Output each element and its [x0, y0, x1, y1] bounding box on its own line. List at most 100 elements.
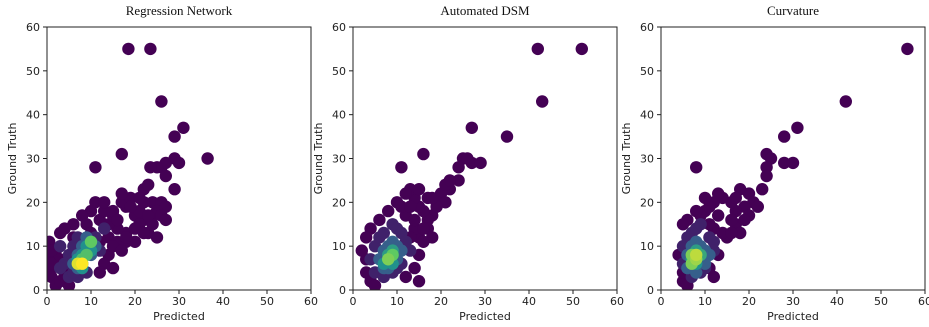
x-tick-label: 50: [874, 295, 888, 308]
x-tick-label: 30: [478, 295, 492, 308]
data-point: [93, 266, 107, 279]
x-axis-label: Predicted: [767, 310, 819, 323]
data-point: [122, 42, 135, 56]
data-point: [111, 213, 124, 227]
y-tick-label: 30: [332, 153, 346, 166]
data-point: [690, 204, 703, 218]
x-tick-label: 50: [260, 295, 274, 308]
data-point: [725, 213, 738, 227]
points-group: [47, 42, 214, 290]
x-tick-label: 20: [434, 295, 448, 308]
data-point: [412, 183, 426, 196]
data-point: [778, 156, 791, 170]
x-axis-label: Predicted: [459, 310, 511, 323]
data-point: [382, 253, 395, 266]
data-point: [168, 130, 181, 143]
y-tick-label: 40: [332, 109, 346, 122]
x-tick-label: 40: [522, 295, 536, 308]
data-point: [729, 191, 742, 205]
data-point: [368, 279, 382, 290]
y-axis-label: Ground Truth: [312, 123, 325, 195]
data-point: [115, 147, 128, 161]
data-point: [399, 187, 412, 200]
data-point: [395, 161, 408, 174]
data-point: [756, 183, 769, 196]
data-point: [399, 270, 412, 284]
data-point: [786, 156, 800, 170]
y-tick-label: 20: [640, 196, 654, 209]
data-point: [694, 218, 707, 231]
data-point: [54, 240, 67, 253]
data-point: [98, 222, 111, 235]
scatter-panel-regression-network: 0 10 20 30 40 50 60 0 10 20 30 40 50 60 Regression Net…: [6, 3, 318, 323]
data-point: [500, 130, 514, 143]
data-point: [84, 235, 98, 248]
data-point: [159, 169, 172, 183]
x-tick-label: 10: [84, 295, 98, 308]
y-tick-label: 10: [332, 240, 346, 253]
data-point: [575, 42, 588, 56]
data-point: [142, 209, 155, 222]
data-point: [142, 178, 155, 191]
data-point: [536, 95, 549, 108]
points-group: [672, 42, 914, 290]
data-point: [452, 174, 465, 187]
points-group: [355, 42, 588, 290]
x-tick-label: 20: [742, 295, 756, 308]
x-tick-label: 60: [610, 295, 624, 308]
scatter-panel-automated-dsm: 0 10 20 30 40 50 60 0 10 20 30 40 50 60 Automated DSM P…: [312, 3, 624, 323]
data-point: [133, 191, 146, 205]
x-tick-label: 50: [566, 295, 580, 308]
x-axis-label: Predicted: [153, 310, 205, 323]
data-point: [377, 226, 390, 240]
data-point: [404, 200, 417, 213]
data-point: [98, 204, 111, 218]
data-point: [412, 275, 426, 288]
y-tick-label: 30: [640, 153, 654, 166]
data-point: [144, 42, 157, 56]
x-tick-label: 0: [658, 295, 665, 308]
chart-title-regression-network: Regression Network: [126, 3, 233, 18]
chart-title-automated-dsm: Automated DSM: [440, 3, 530, 18]
x-tick-label: 30: [786, 295, 800, 308]
x-tick-label: 60: [918, 295, 929, 308]
data-point: [382, 204, 395, 218]
data-point: [98, 196, 111, 209]
data-point: [698, 191, 712, 205]
data-point: [360, 231, 373, 244]
data-point: [172, 156, 186, 170]
data-point: [465, 121, 478, 134]
y-axis-label: Ground Truth: [6, 123, 19, 195]
data-point: [901, 42, 914, 56]
scatter-panel-curvature: 0 10 20 30 40 50 60 0 10 20 30 40 50 60 Curvature Predi…: [620, 3, 929, 323]
x-tick-label: 0: [350, 295, 357, 308]
y-axis-label: Ground Truth: [620, 123, 633, 195]
data-point: [115, 187, 128, 200]
data-point: [76, 257, 89, 270]
data-point: [751, 200, 764, 213]
data-point: [417, 235, 430, 248]
y-tick-label: 40: [26, 109, 40, 122]
data-point: [734, 226, 747, 240]
x-tick-label: 10: [698, 295, 712, 308]
data-point: [54, 226, 67, 240]
data-point: [201, 152, 214, 165]
data-point: [54, 261, 67, 275]
data-point: [115, 244, 128, 257]
data-point: [155, 95, 168, 108]
y-tick-label: 50: [26, 65, 40, 78]
data-point: [106, 261, 120, 275]
x-tick-label: 40: [830, 295, 844, 308]
data-point: [177, 121, 190, 134]
data-point: [690, 161, 703, 174]
data-point: [725, 226, 738, 240]
data-point: [360, 266, 373, 279]
chart-title-curvature: Curvature: [767, 3, 819, 18]
data-point: [355, 244, 368, 257]
data-point: [778, 130, 791, 143]
y-tick-label: 0: [33, 284, 40, 297]
y-tick-label: 40: [640, 109, 654, 122]
data-point: [676, 218, 690, 231]
x-tick-label: 40: [216, 295, 230, 308]
data-point: [408, 261, 421, 275]
